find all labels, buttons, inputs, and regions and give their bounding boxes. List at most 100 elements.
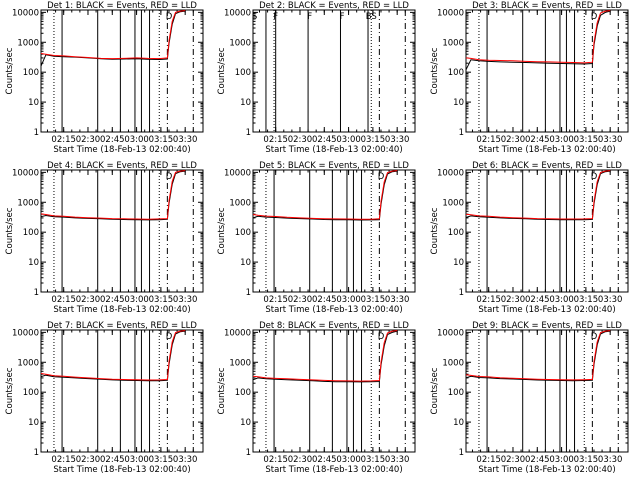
event-marker-label: D bbox=[378, 172, 385, 182]
x-tick-label: 02:45 bbox=[312, 455, 337, 465]
panel-title: Det 6: BLACK = Events, RED = LLD bbox=[472, 161, 622, 171]
plot-frame bbox=[252, 9, 416, 133]
event-marker-label: F bbox=[340, 12, 345, 22]
x-tick-label: 02:30 bbox=[501, 135, 526, 145]
panel-det-5: Det 5: BLACK = Events, RED = LLD 1 10 100 10… bbox=[217, 161, 416, 315]
x-tick-label: 03:15 bbox=[149, 135, 174, 145]
panel-title: Det 8: BLACK = Events, RED = LLD bbox=[259, 321, 409, 331]
event-marker-label: D bbox=[166, 172, 173, 182]
x-tick-label: 03:00 bbox=[549, 295, 574, 305]
x-tick-label: 02:45 bbox=[312, 135, 337, 145]
y-tick-label: 10 bbox=[28, 418, 39, 428]
panel-det-2: Det 2: BLACK = Events, RED = LLD 1 10 100 10… bbox=[217, 1, 416, 155]
x-tick-label: 03:00 bbox=[336, 455, 361, 465]
panel-title: Det 9: BLACK = Events, RED = LLD bbox=[472, 321, 622, 331]
event-marker-label: BS bbox=[366, 12, 377, 22]
x-tick-label: 03:00 bbox=[549, 135, 574, 145]
x-tick-label: 03:00 bbox=[336, 135, 361, 145]
y-tick-label: 10 bbox=[28, 98, 39, 108]
x-tick-label: 02:45 bbox=[525, 135, 550, 145]
y-tick-label: 10000 bbox=[224, 328, 251, 338]
panel-det-3: Det 3: BLACK = Events, RED = LLD 1 10 100 10… bbox=[430, 1, 629, 155]
y-tick-label: 10000 bbox=[12, 168, 39, 178]
event-marker-label: F bbox=[307, 12, 312, 22]
x-axis-label: Start Time (18-Feb-13 02:00:40) bbox=[265, 305, 402, 315]
x-tick-label: 02:15 bbox=[51, 135, 76, 145]
event-marker-label: D bbox=[591, 12, 598, 22]
x-tick-label: 03:00 bbox=[124, 455, 149, 465]
x-tick-label: 03:15 bbox=[149, 295, 174, 305]
y-tick-label: 10 bbox=[240, 98, 251, 108]
y-tick-label: 1000 bbox=[442, 198, 464, 208]
x-tick-label: 03:15 bbox=[361, 455, 386, 465]
plot-frame bbox=[465, 169, 629, 293]
y-tick-label: 1000 bbox=[17, 198, 39, 208]
y-axis-label: Counts/sec bbox=[430, 367, 440, 414]
panel-det-6: Det 6: BLACK = Events, RED = LLD 1 10 100 10… bbox=[430, 161, 629, 315]
y-tick-label: 10000 bbox=[12, 8, 39, 18]
series-line bbox=[465, 170, 611, 221]
event-marker-label: D bbox=[166, 332, 173, 342]
x-tick-label: 03:30 bbox=[173, 295, 198, 305]
y-tick-label: 1000 bbox=[229, 38, 251, 48]
x-tick-label: 02:30 bbox=[288, 455, 313, 465]
event-marker-label: D bbox=[591, 172, 598, 182]
y-tick-label: 10 bbox=[240, 258, 251, 268]
y-tick-label: 10 bbox=[453, 258, 464, 268]
y-tick-label: 10000 bbox=[437, 168, 464, 178]
event-marker-label: S bbox=[252, 12, 257, 22]
x-tick-label: 02:15 bbox=[263, 455, 288, 465]
series-line bbox=[252, 330, 398, 383]
x-tick-label: 03:30 bbox=[173, 455, 198, 465]
series-line bbox=[40, 10, 186, 60]
y-tick-label: 10 bbox=[453, 98, 464, 108]
x-tick-label: 02:30 bbox=[288, 135, 313, 145]
panel-det-7: Det 7: BLACK = Events, RED = LLD 1 10 100 10… bbox=[5, 321, 204, 475]
y-tick-label: 100 bbox=[448, 388, 464, 398]
x-tick-label: 03:30 bbox=[173, 135, 198, 145]
x-tick-label: 02:45 bbox=[100, 295, 125, 305]
y-tick-label: 1 bbox=[459, 128, 464, 138]
x-tick-label: 03:00 bbox=[336, 295, 361, 305]
panel-title: Det 3: BLACK = Events, RED = LLD bbox=[472, 1, 622, 11]
series-line bbox=[40, 330, 186, 382]
y-tick-label: 1000 bbox=[229, 358, 251, 368]
x-tick-label: 03:30 bbox=[598, 135, 623, 145]
series-line bbox=[40, 330, 186, 381]
y-tick-label: 1000 bbox=[17, 38, 39, 48]
event-marker-label: D bbox=[591, 332, 598, 342]
y-tick-label: 10 bbox=[453, 418, 464, 428]
y-axis-label: Counts/sec bbox=[5, 207, 15, 254]
x-tick-label: 02:45 bbox=[525, 455, 550, 465]
event-marker-label: D bbox=[166, 12, 173, 22]
x-axis-label: Start Time (18-Feb-13 02:00:40) bbox=[53, 305, 190, 315]
x-axis-label: Start Time (18-Feb-13 02:00:40) bbox=[53, 465, 190, 475]
panel-title: Det 7: BLACK = Events, RED = LLD bbox=[47, 321, 197, 331]
series-line bbox=[465, 10, 611, 71]
y-axis-label: Counts/sec bbox=[217, 367, 227, 414]
x-tick-label: 02:15 bbox=[263, 295, 288, 305]
x-axis-label: Start Time (18-Feb-13 02:00:40) bbox=[478, 145, 615, 155]
series-line bbox=[252, 170, 398, 221]
y-tick-label: 100 bbox=[448, 228, 464, 238]
series-line bbox=[40, 170, 186, 221]
x-tick-label: 02:30 bbox=[288, 295, 313, 305]
series-line bbox=[40, 170, 186, 220]
x-tick-label: 03:30 bbox=[598, 295, 623, 305]
panel-det-9: Det 9: BLACK = Events, RED = LLD 1 10 100 10… bbox=[430, 321, 629, 475]
y-tick-label: 10000 bbox=[224, 8, 251, 18]
series-line bbox=[252, 170, 398, 220]
x-axis-label: Start Time (18-Feb-13 02:00:40) bbox=[53, 145, 190, 155]
plot-frame bbox=[252, 329, 416, 453]
y-tick-label: 1 bbox=[246, 448, 251, 458]
panel-title: Det 2: BLACK = Events, RED = LLD bbox=[259, 1, 409, 11]
x-tick-label: 03:30 bbox=[385, 135, 410, 145]
y-tick-label: 10000 bbox=[437, 8, 464, 18]
series-line bbox=[465, 330, 611, 381]
plot-frame bbox=[40, 329, 204, 453]
y-tick-label: 1 bbox=[246, 128, 251, 138]
panel-title: Det 1: BLACK = Events, RED = LLD bbox=[47, 1, 197, 11]
x-tick-label: 02:45 bbox=[525, 295, 550, 305]
y-axis-label: Counts/sec bbox=[430, 47, 440, 94]
y-tick-label: 100 bbox=[23, 388, 39, 398]
